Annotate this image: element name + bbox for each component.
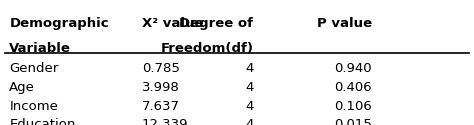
Text: Degree of: Degree of <box>179 17 253 30</box>
Text: Gender: Gender <box>9 62 59 76</box>
Text: 0.406: 0.406 <box>334 82 372 94</box>
Text: 3.998: 3.998 <box>142 82 180 94</box>
Text: Income: Income <box>9 100 58 113</box>
Text: P value: P value <box>317 17 372 30</box>
Text: Demographic: Demographic <box>9 17 109 30</box>
Text: 0.940: 0.940 <box>334 62 372 76</box>
Text: Variable: Variable <box>9 42 71 55</box>
Text: 0.785: 0.785 <box>142 62 180 76</box>
Text: X² value: X² value <box>142 17 203 30</box>
Text: 12.339: 12.339 <box>142 118 188 125</box>
Text: Age: Age <box>9 82 35 94</box>
Text: 4: 4 <box>245 100 253 113</box>
Text: 4: 4 <box>245 118 253 125</box>
Text: Freedom(df): Freedom(df) <box>160 42 253 55</box>
Text: 7.637: 7.637 <box>142 100 180 113</box>
Text: Education: Education <box>9 118 76 125</box>
Text: 4: 4 <box>245 62 253 76</box>
Text: 4: 4 <box>245 82 253 94</box>
Text: 0.106: 0.106 <box>334 100 372 113</box>
Text: 0.015: 0.015 <box>334 118 372 125</box>
